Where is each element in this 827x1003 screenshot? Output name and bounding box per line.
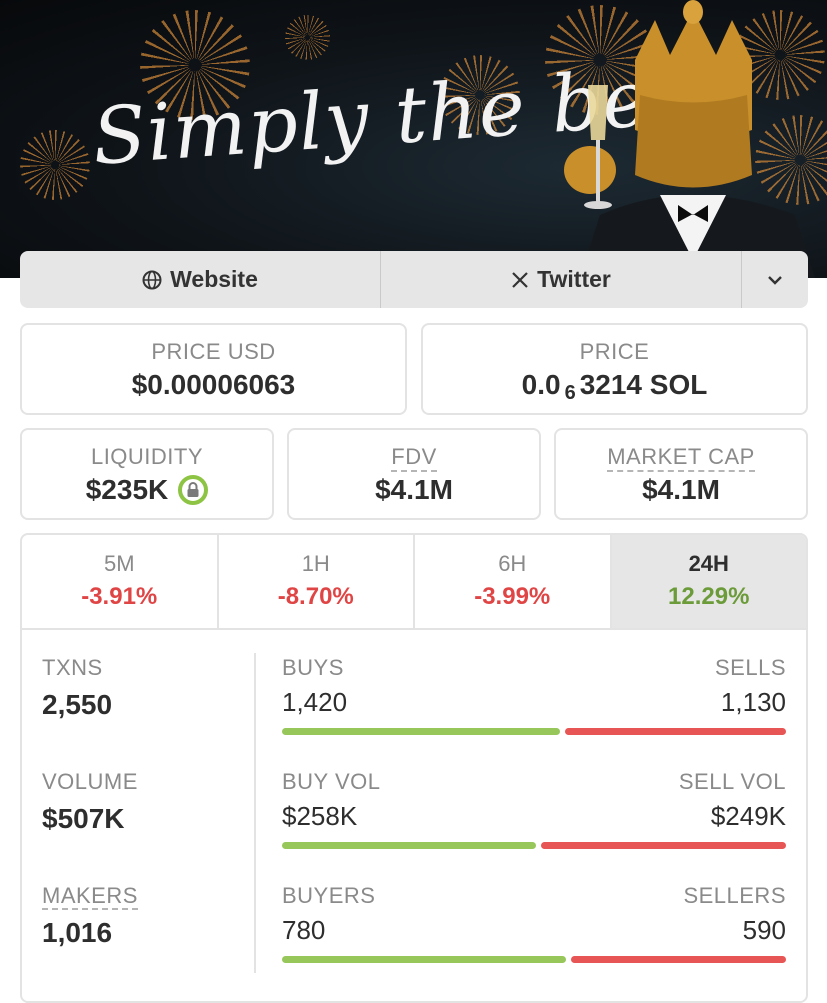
buyers-value: 780 bbox=[282, 915, 326, 945]
makers-label: MAKERS bbox=[42, 883, 252, 910]
firework-decoration bbox=[285, 15, 330, 60]
buyers-sellers-labels: BUYERS SELLERS bbox=[282, 883, 786, 909]
buy-sell-volume-labels: BUY VOL SELL VOL bbox=[282, 769, 786, 795]
padlock-glyph bbox=[187, 482, 199, 497]
buy-sell-volume-bar bbox=[282, 842, 786, 849]
crowned-mascot-image bbox=[564, 0, 815, 278]
price-native-value: 0.0 6 3214 SOL bbox=[423, 369, 806, 404]
website-button[interactable]: Website bbox=[20, 251, 381, 308]
liquidity-card: LIQUIDITY $235K bbox=[20, 428, 274, 520]
buyers-bar-fill bbox=[282, 956, 566, 963]
buy-sell-column: BUYS SELLS 1,420 1,130 BUY VOL SELL VOL … bbox=[282, 655, 786, 997]
buy-sell-volume-values: $258K $249K bbox=[282, 795, 786, 832]
liquidity-value-row: $235K bbox=[22, 474, 272, 506]
buy-vol-bar-fill bbox=[282, 842, 536, 849]
price-usd-card: PRICE USD $0.00006063 bbox=[20, 323, 407, 415]
market-cap-card[interactable]: MARKET CAP $4.1M bbox=[554, 428, 808, 520]
price-native-zero-count: 6 bbox=[564, 381, 576, 404]
tab-5m-change: -3.91% bbox=[81, 583, 158, 610]
tab-24h[interactable]: 24H 12.29% bbox=[611, 535, 806, 628]
sells-bar-fill bbox=[564, 728, 786, 735]
tab-24h-label: 24H bbox=[688, 551, 729, 576]
buys-sells-labels: BUYS SELLS bbox=[282, 655, 786, 681]
tab-5m-label: 5M bbox=[103, 551, 135, 576]
chevron-down-icon bbox=[768, 275, 782, 285]
sellers-label: SELLERS bbox=[683, 883, 786, 908]
timeframe-tabs: 5M -3.91% 1H -8.70% 6H -3.99% 24H 12.29% bbox=[22, 535, 806, 630]
tab-5m[interactable]: 5M -3.91% bbox=[22, 535, 219, 628]
buys-sells-bar bbox=[282, 728, 786, 735]
txns-stat: TXNS 2,550 bbox=[42, 655, 252, 769]
price-native-suffix: 3214 SOL bbox=[579, 369, 708, 400]
globe-icon bbox=[142, 270, 162, 289]
sells-label: SELLS bbox=[715, 655, 786, 680]
fdv-card[interactable]: FDV $4.1M bbox=[287, 428, 541, 520]
buyers-label: BUYERS bbox=[282, 883, 376, 908]
header-banner: Simply the best. bbox=[0, 0, 827, 278]
tab-1h-change: -8.70% bbox=[277, 583, 354, 610]
makers-stat[interactable]: MAKERS 1,016 bbox=[42, 883, 252, 997]
sellers-value: 590 bbox=[742, 915, 786, 945]
sells-value: 1,130 bbox=[720, 687, 786, 717]
firework-decoration bbox=[755, 115, 827, 205]
buy-vol-label: BUY VOL bbox=[282, 769, 381, 794]
buys-sells-split: BUYS SELLS 1,420 1,130 bbox=[282, 655, 786, 769]
makers-label-text: MAKERS bbox=[42, 883, 138, 910]
market-cap-value: $4.1M bbox=[642, 474, 720, 505]
price-native-prefix: 0.0 bbox=[521, 369, 561, 400]
price-native-label: PRICE bbox=[579, 339, 650, 364]
firework-decoration bbox=[440, 55, 520, 135]
column-divider bbox=[254, 653, 256, 973]
timeframe-stats-panel: 5M -3.91% 1H -8.70% 6H -3.99% 24H 12.29%… bbox=[20, 533, 808, 1003]
more-links-dropdown[interactable] bbox=[742, 251, 808, 308]
buyers-sellers-bar bbox=[282, 956, 786, 963]
market-cap-label: MARKET CAP bbox=[556, 444, 806, 472]
firework-decoration bbox=[140, 10, 250, 120]
makers-value: 1,016 bbox=[42, 917, 113, 948]
buys-sells-values: 1,420 1,130 bbox=[282, 681, 786, 718]
fdv-value: $4.1M bbox=[375, 474, 453, 505]
buy-sell-volume-split: BUY VOL SELL VOL $258K $249K bbox=[282, 769, 786, 883]
sell-vol-value: $249K bbox=[710, 801, 786, 831]
buyers-sellers-values: 780 590 bbox=[282, 909, 786, 946]
buyers-sellers-split: BUYERS SELLERS 780 590 bbox=[282, 883, 786, 997]
tab-1h-label: 1H bbox=[301, 551, 330, 576]
tab-1h[interactable]: 1H -8.70% bbox=[219, 535, 415, 628]
totals-column: TXNS 2,550 VOLUME $507K MAKERS 1,016 bbox=[42, 655, 252, 997]
fdv-label: FDV bbox=[289, 444, 539, 472]
sellers-bar-fill bbox=[570, 956, 786, 963]
website-label: Website bbox=[170, 266, 258, 292]
tab-6h-change: -3.99% bbox=[474, 583, 551, 610]
lock-icon[interactable] bbox=[178, 475, 209, 505]
fdv-label-text: FDV bbox=[391, 444, 437, 472]
volume-value: $507K bbox=[42, 803, 125, 834]
sell-vol-label: SELL VOL bbox=[678, 769, 786, 794]
price-native-card: PRICE 0.0 6 3214 SOL bbox=[421, 323, 808, 415]
price-usd-value: $0.00006063 bbox=[131, 369, 296, 400]
buys-bar-fill bbox=[282, 728, 560, 735]
liquidity-value: $235K bbox=[85, 474, 169, 505]
volume-label: VOLUME bbox=[42, 769, 138, 794]
tab-6h[interactable]: 6H -3.99% bbox=[415, 535, 612, 628]
twitter-label: Twitter bbox=[537, 266, 611, 292]
firework-decoration bbox=[20, 130, 90, 200]
liquidity-label: LIQUIDITY bbox=[90, 444, 204, 469]
x-logo-icon bbox=[512, 271, 528, 288]
twitter-button[interactable]: Twitter bbox=[381, 251, 742, 308]
volume-stat: VOLUME $507K bbox=[42, 769, 252, 883]
sell-vol-bar-fill bbox=[540, 842, 786, 849]
txns-value: 2,550 bbox=[42, 689, 113, 720]
tab-6h-label: 6H bbox=[498, 551, 527, 576]
tab-24h-change: 12.29% bbox=[668, 583, 750, 610]
buy-vol-value: $258K bbox=[282, 801, 358, 831]
buys-value: 1,420 bbox=[282, 687, 348, 717]
price-usd-label: PRICE USD bbox=[151, 339, 276, 364]
market-cap-label-text: MARKET CAP bbox=[607, 444, 755, 472]
social-links-bar: Website Twitter bbox=[20, 251, 808, 308]
txns-label: TXNS bbox=[42, 655, 103, 680]
buys-label: BUYS bbox=[282, 655, 344, 680]
